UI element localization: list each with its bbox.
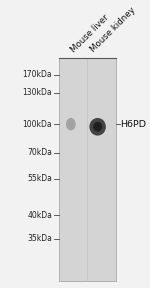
Text: 130kDa: 130kDa — [23, 88, 52, 98]
Ellipse shape — [89, 118, 106, 136]
Ellipse shape — [93, 122, 102, 132]
Text: 35kDa: 35kDa — [27, 234, 52, 243]
Text: Mouse kidney: Mouse kidney — [88, 5, 137, 54]
Bar — [59, 58, 116, 281]
Ellipse shape — [66, 118, 76, 130]
Text: 100kDa: 100kDa — [23, 120, 52, 129]
Text: Mouse liver: Mouse liver — [69, 13, 110, 54]
Text: 40kDa: 40kDa — [27, 211, 52, 220]
Text: 55kDa: 55kDa — [27, 174, 52, 183]
Text: 170kDa: 170kDa — [23, 70, 52, 79]
Text: 70kDa: 70kDa — [27, 148, 52, 157]
Text: H6PD: H6PD — [120, 120, 146, 129]
